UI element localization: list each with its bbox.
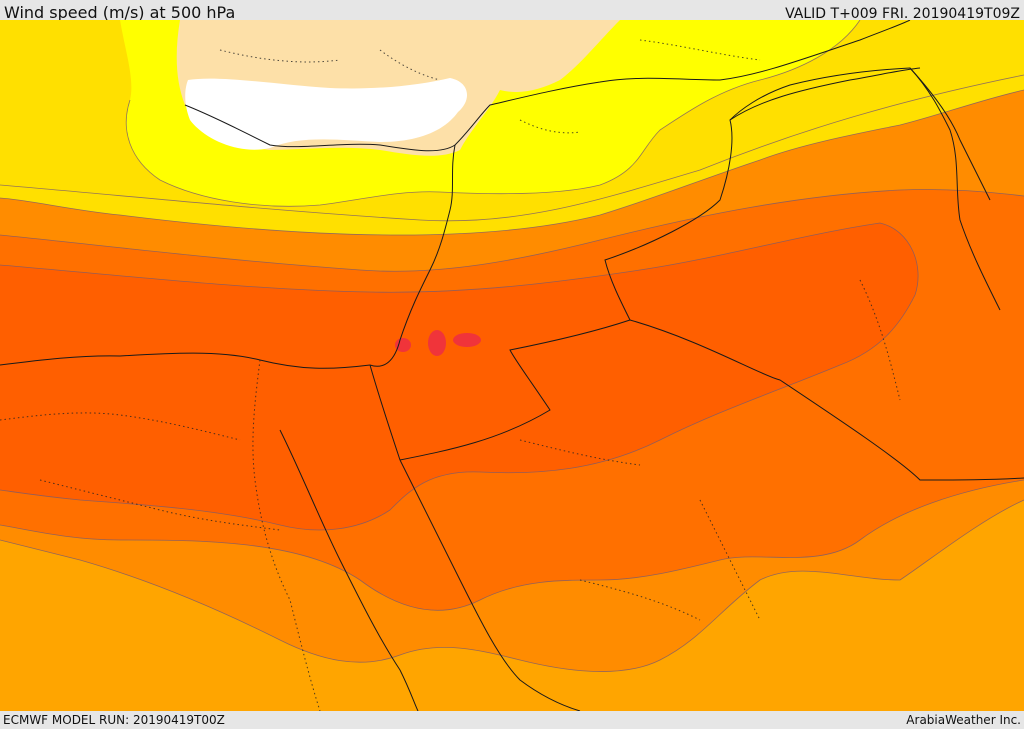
- jet-core-3: [453, 333, 481, 347]
- border-jordan-saudi: [399, 319, 1024, 481]
- coastline-red-sea-west: [279, 429, 419, 711]
- coastline-red-sea-east: [399, 459, 581, 711]
- coastline-egypt-north: [0, 352, 371, 369]
- valid-time-label: VALID T+009 FRI. 20190419T09Z: [785, 6, 1020, 22]
- wind-speed-map: [0, 20, 1024, 711]
- coastline-turkey-south: [184, 20, 911, 152]
- border-egypt-israel: [369, 364, 401, 461]
- border-syria-iraq: [729, 67, 991, 201]
- band-white: [185, 78, 468, 150]
- credit-label: ArabiaWeather Inc.: [906, 713, 1021, 727]
- model-run-label: ECMWF MODEL RUN: 20190419T00Z: [3, 713, 225, 727]
- map-title: Wind speed (m/s) at 500 hPa: [4, 3, 236, 22]
- jet-core-1: [395, 338, 411, 352]
- border-jordan-iraq: [604, 67, 921, 321]
- jet-core-2: [428, 330, 446, 356]
- band-red-orange: [0, 223, 919, 530]
- coastline-levant: [369, 144, 456, 367]
- border-iraq-iran: [909, 67, 1001, 311]
